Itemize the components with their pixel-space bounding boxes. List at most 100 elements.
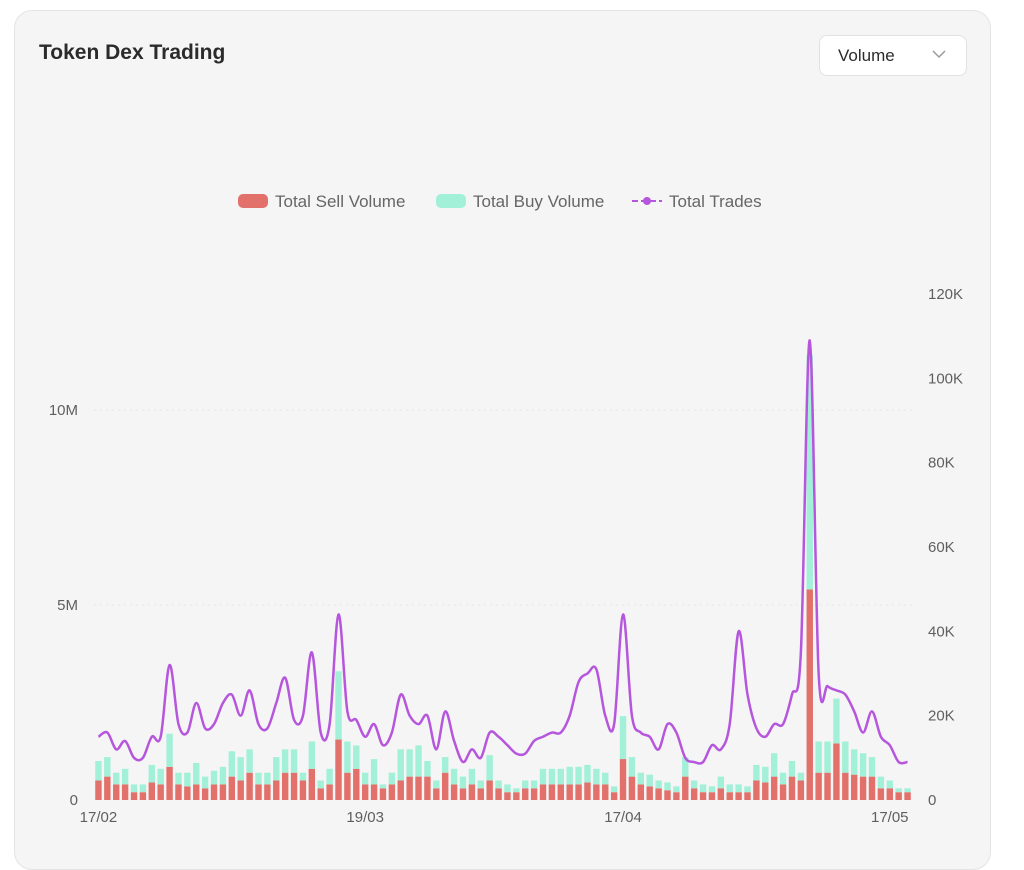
buy-bar: [859, 753, 867, 777]
buy-bar: [664, 782, 671, 791]
sell-bar: [486, 780, 493, 800]
buy-bar: [557, 768, 564, 785]
sell-bar: [237, 780, 244, 800]
sell-bar: [139, 792, 147, 800]
buy-bar: [468, 768, 476, 785]
legend-item[interactable]: Total Trades: [632, 192, 762, 211]
legend-item[interactable]: Total Sell Volume: [238, 192, 405, 211]
sell-bar: [815, 772, 822, 800]
buy-bar: [424, 761, 431, 777]
sell-bar: [193, 784, 200, 800]
buy-bar: [104, 757, 111, 777]
buy-bar: [184, 772, 191, 787]
buy-bar: [522, 780, 529, 789]
buy-bar: [770, 753, 778, 777]
sell-bar: [637, 784, 645, 800]
sell-bar: [628, 776, 636, 800]
sell-bar: [219, 784, 227, 800]
buy-bar: [602, 772, 609, 785]
metric-dropdown[interactable]: Volume: [819, 35, 967, 76]
buy-bar: [593, 768, 600, 785]
buy-bar: [868, 757, 876, 777]
buy-bar: [157, 768, 164, 785]
buy-bar: [895, 788, 902, 793]
buy-bar: [486, 755, 493, 781]
buy-bar: [584, 764, 591, 783]
sell-bar: [459, 788, 467, 800]
buy-bar: [148, 764, 155, 783]
buy-bar: [210, 770, 218, 785]
y-right-tick-label: 80K: [928, 455, 955, 472]
buy-bar: [379, 784, 387, 789]
buy-bar: [726, 784, 733, 793]
sell-bar: [370, 784, 378, 800]
sell-bar: [779, 784, 787, 800]
buy-bar: [326, 768, 333, 785]
sell-bar: [477, 788, 484, 800]
buy-bar: [201, 776, 209, 789]
sell-bar: [361, 784, 369, 800]
buy-bar: [219, 766, 227, 785]
sell-bar: [299, 780, 307, 800]
y-left-tick-label: 0: [70, 792, 78, 809]
sell-bar: [424, 776, 431, 800]
sell-bar: [602, 784, 609, 800]
buy-bar: [193, 762, 200, 785]
buy-bar: [415, 745, 422, 777]
sell-bar: [673, 792, 680, 800]
sell-bar: [317, 788, 324, 800]
sell-bar: [797, 780, 805, 800]
left-axis-ticks: 0 5M 10M: [49, 402, 78, 809]
chevron-down-icon: [932, 50, 946, 59]
buy-bar: [797, 772, 805, 781]
buy-bar: [539, 768, 547, 785]
buy-bar: [513, 788, 520, 793]
trading-panel: Token Dex Trading Volume: [14, 10, 991, 870]
sell-bar: [699, 792, 707, 800]
sell-bar: [166, 766, 173, 800]
sell-bar: [593, 784, 600, 800]
sell-bar: [904, 792, 911, 800]
right-axis-ticks: 0 20K 40K 60K 80K 100K 120K: [928, 286, 963, 809]
sell-bar: [228, 776, 236, 800]
buy-bar: [682, 757, 689, 777]
buy-bar: [255, 772, 262, 785]
sell-bar: [655, 788, 662, 800]
buy-bar: [690, 780, 698, 789]
buy-bar: [370, 759, 378, 785]
sell-bar: [504, 792, 511, 800]
buy-bar: [673, 786, 680, 793]
sell-bar: [753, 780, 760, 800]
buy-bar: [397, 749, 404, 781]
buy-bar: [433, 780, 440, 789]
buy-bar: [824, 741, 831, 773]
sell-bar: [833, 743, 840, 800]
buy-bar: [361, 772, 369, 785]
legend-item[interactable]: Total Buy Volume: [436, 192, 604, 211]
sell-bar: [148, 782, 155, 800]
buy-bar: [628, 757, 636, 777]
buy-bar: [95, 761, 102, 781]
buy-bar: [344, 741, 351, 773]
sell-bar: [326, 784, 333, 800]
x-axis-ticks: 17/02 19/03 17/04 17/05: [80, 809, 909, 826]
sell-bar: [450, 784, 458, 800]
y-right-tick-label: 60K: [928, 539, 955, 556]
buy-bar: [886, 780, 893, 789]
buy-bar: [842, 741, 849, 773]
trades-line: [97, 339, 908, 765]
buy-bar: [477, 780, 484, 789]
sell-bar: [708, 792, 716, 800]
buy-bar: [788, 761, 796, 777]
sell-bar: [682, 776, 689, 800]
sell-bar: [806, 589, 813, 800]
sell-bar: [264, 784, 271, 800]
sell-bar: [255, 784, 262, 800]
buy-bar: [290, 749, 298, 773]
sell-bar: [895, 792, 902, 800]
sell-bar: [379, 788, 387, 800]
buy-bar: [753, 764, 760, 781]
sell-bar: [851, 774, 858, 800]
buy-bar: [139, 784, 147, 793]
buy-bar: [744, 786, 751, 793]
